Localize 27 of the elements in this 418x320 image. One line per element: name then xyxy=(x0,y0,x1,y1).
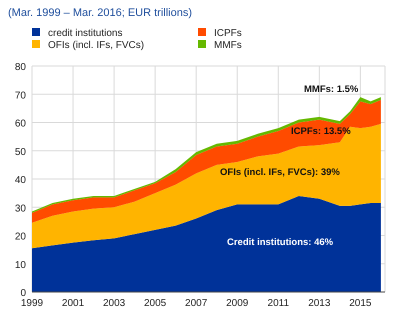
legend-label: OFIs (incl. IFs, FVCs) xyxy=(48,40,144,51)
x-tick-label: 2001 xyxy=(62,298,85,309)
y-tick-label: 50 xyxy=(14,146,26,158)
x-tick-label: 2009 xyxy=(226,298,249,309)
x-tick-label: 2003 xyxy=(102,298,126,309)
x-tick-label: 2007 xyxy=(185,298,208,309)
x-tick-label: 1999 xyxy=(20,298,44,309)
x-tick-label: 2005 xyxy=(144,298,167,309)
legend-label: MMFs xyxy=(214,40,242,51)
annotation: ICPFs: 13.5% xyxy=(291,126,352,137)
annotation: MMFs: 1.5% xyxy=(304,84,359,95)
legend-label: credit institutions xyxy=(48,28,122,39)
y-tick-label: 80 xyxy=(14,62,26,73)
x-tick-label: 2013 xyxy=(308,298,331,309)
x-tick-label: 2011 xyxy=(268,298,290,309)
y-tick-label: 10 xyxy=(14,260,26,271)
y-tick-label: 60 xyxy=(14,118,26,130)
y-tick-label: 0 xyxy=(20,288,26,299)
y-tick-label: 20 xyxy=(14,232,26,242)
y-tick-label: 70 xyxy=(14,90,26,102)
legend-label: ICPFs xyxy=(214,28,242,39)
chart-title: (Mar. 1999 – Mar. 2016; EUR trillions) xyxy=(8,7,192,19)
y-tick-label: 30 xyxy=(14,203,26,214)
x-tick-label: 2015 xyxy=(349,298,372,309)
annotation: OFIs (incl. IFs, FVCs): 39% xyxy=(220,167,340,178)
annotation: Credit institutions: 46% xyxy=(227,237,334,248)
y-tick-label: 40 xyxy=(14,175,26,186)
